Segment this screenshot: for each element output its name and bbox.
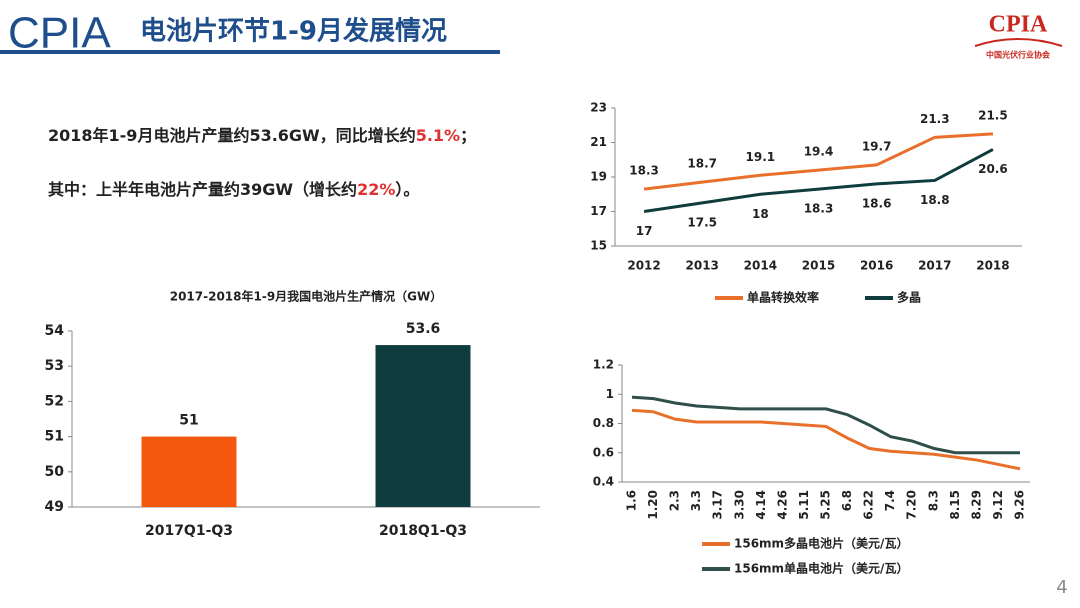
y-tick-label: 15 — [590, 239, 607, 253]
y-tick-label: 51 — [45, 429, 64, 445]
y-tick-label: 0.4 — [593, 475, 614, 489]
line — [643, 132, 994, 191]
y-tick-label: 50 — [45, 464, 65, 480]
data-label: 20.6 — [978, 162, 1008, 176]
data-label: 19.7 — [862, 139, 892, 153]
x-tick-label: 2015 — [802, 259, 835, 273]
page-number: 4 — [1056, 577, 1067, 598]
y-tick-label: 0.6 — [593, 445, 614, 459]
x-tick-label: 3.3 — [689, 490, 703, 511]
bullet-text: ； — [460, 126, 476, 145]
data-label: 18 — [752, 207, 769, 221]
data-label: 18.3 — [804, 202, 834, 216]
x-tick-label: 1.6 — [625, 490, 639, 511]
x-tick-label: 2.3 — [668, 490, 682, 511]
x-tick-label: 8.29 — [969, 490, 983, 520]
bar — [375, 345, 471, 507]
x-tick-label: 6.22 — [862, 490, 876, 520]
y-tick-label: 54 — [45, 323, 65, 339]
data-label: 17 — [636, 224, 653, 238]
legend-label: 156mm多晶电池片（美元/瓦） — [734, 536, 908, 551]
slide-title: 电池片环节1-9月发展情况 — [140, 16, 447, 47]
bullet-text: ）。 — [395, 180, 419, 199]
x-tick-label: 7.4 — [883, 490, 897, 511]
legend-label: 多晶 — [897, 290, 921, 305]
x-tick-label: 5.25 — [819, 490, 833, 520]
data-label: 17.5 — [687, 215, 717, 229]
bullet-highlight: 5.1% — [416, 126, 460, 145]
x-tick-label: 2014 — [744, 259, 777, 273]
data-label: 19.4 — [804, 145, 834, 159]
data-label: 21.5 — [978, 108, 1008, 122]
x-tick-label: 1.20 — [646, 490, 660, 520]
y-tick-label: 0.8 — [593, 416, 614, 430]
y-tick-label: 49 — [45, 499, 64, 515]
x-tick-label: 8.15 — [948, 490, 962, 520]
line — [631, 395, 1020, 455]
data-label: 18.7 — [687, 157, 717, 171]
x-tick-label: 2013 — [686, 259, 719, 273]
y-tick-label: 21 — [590, 135, 607, 149]
data-label: 18.3 — [629, 164, 659, 178]
y-tick-label: 52 — [45, 393, 64, 409]
line — [631, 408, 1021, 471]
x-tick-label: 4.14 — [754, 490, 768, 520]
x-tick-label: 2018Q1-Q3 — [379, 523, 467, 539]
x-tick-label: 2018 — [976, 259, 1009, 273]
x-tick-label: 2012 — [627, 259, 660, 273]
x-tick-label: 6.8 — [840, 490, 854, 511]
y-tick-label: 1 — [606, 387, 614, 401]
x-tick-label: 3.30 — [732, 490, 746, 520]
legend-label: 单晶转换效率 — [747, 290, 819, 305]
logo-swoosh — [974, 38, 1063, 47]
legend-label: 156mm单晶电池片（美元/瓦） — [734, 561, 908, 576]
x-tick-label: 4.26 — [775, 490, 789, 520]
x-tick-label: 2017Q1-Q3 — [145, 523, 233, 539]
x-tick-label: 5.11 — [797, 490, 811, 520]
y-tick-label: 23 — [590, 101, 607, 115]
y-tick-label: 19 — [590, 170, 607, 184]
chart-title: 2017-2018年1-9月我国电池片生产情况（GW） — [170, 289, 443, 304]
bullet: 其中：上半年电池片产量约39GW（增长约22%）。 — [48, 180, 419, 199]
x-tick-label: 7.20 — [905, 490, 919, 520]
x-tick-label: 2016 — [860, 259, 893, 273]
x-tick-label: 3.17 — [711, 490, 725, 520]
line — [643, 148, 994, 213]
data-label: 19.1 — [746, 150, 776, 164]
org-name: 中国光伏行业协会 — [986, 50, 1050, 60]
data-label: 18.6 — [862, 196, 892, 210]
y-tick-label: 53 — [45, 358, 64, 374]
data-label: 21.3 — [920, 112, 950, 126]
data-label: 18.8 — [920, 193, 950, 207]
bullet-text: 其中：上半年电池片产量约39GW（增长约 — [48, 180, 357, 199]
bar — [141, 436, 237, 507]
x-tick-label: 8.3 — [926, 490, 940, 511]
y-tick-label: 17 — [590, 204, 607, 218]
data-label: 51 — [179, 413, 198, 429]
x-tick-label: 9.26 — [1013, 490, 1027, 520]
x-tick-label: 9.12 — [991, 490, 1005, 520]
logo: CPIA — [8, 9, 111, 58]
bullet-highlight: 22% — [357, 180, 395, 199]
title-rule — [0, 50, 500, 54]
data-label: 53.6 — [406, 321, 441, 337]
org-logo: CPIA — [989, 12, 1048, 38]
bullet-text: 2018年1-9月电池片产量约53.6GW，同比增长约 — [48, 126, 416, 145]
y-tick-label: 1.2 — [593, 358, 614, 372]
x-tick-label: 2017 — [918, 259, 951, 273]
bullet: 2018年1-9月电池片产量约53.6GW，同比增长约5.1%； — [48, 126, 476, 145]
